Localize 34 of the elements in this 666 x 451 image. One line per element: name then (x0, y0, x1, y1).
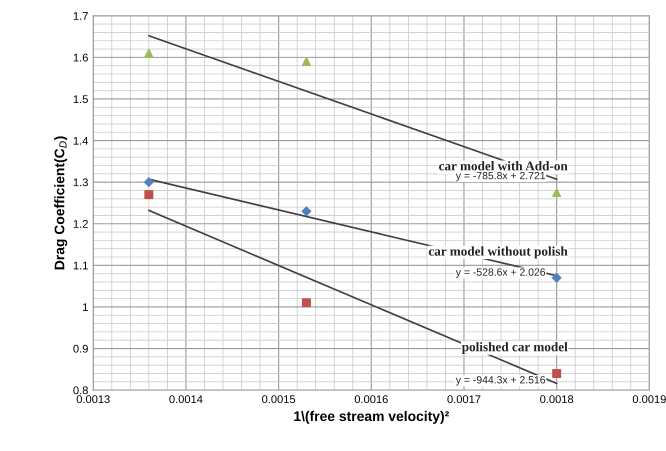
x-tick-label: 0.0013 (76, 395, 110, 404)
annotation: y = -785.8x + 2.721 (456, 172, 546, 182)
x-axis-title: 1\(free stream velocity)² (294, 410, 449, 424)
point (144, 48, 154, 58)
x-tick-label: 0.0015 (262, 395, 296, 404)
y-tick-label: 1.1 (74, 262, 88, 270)
y-tick-label: 1.3 (74, 178, 88, 186)
y-tick-label: 1.4 (74, 136, 88, 145)
x-tick-label: 0.0014 (169, 395, 203, 404)
point (552, 188, 562, 198)
series-label: car model with Add-on (439, 161, 568, 170)
annotation: y = -944.3x + 2.516 (456, 376, 546, 386)
y-tick-label: 0.9 (73, 344, 88, 353)
point (302, 57, 311, 66)
series-label: polished car model (462, 342, 568, 354)
point (302, 298, 311, 308)
point (144, 190, 154, 200)
x-tick-label: 0.0018 (540, 395, 574, 404)
y-axis-title: Drag Coefficient(C$_{D}$) (54, 136, 68, 270)
y-tick-label: 1.6 (74, 54, 88, 62)
point (144, 177, 154, 188)
annotation: y = -528.6x + 2.026 (456, 268, 546, 278)
y-tick-label: 1.7 (74, 12, 88, 20)
series-label: car model without polish (428, 246, 568, 258)
x-tick-label: 0.0016 (354, 395, 388, 404)
x-tick-label: 0.0019 (632, 395, 666, 404)
point (302, 206, 312, 216)
y-tick-label: 1.2 (74, 220, 88, 228)
y-tick-label: 1.5 (74, 95, 88, 104)
x-tick-label: 0.0017 (447, 395, 480, 404)
y-tick-label: 0.8 (73, 386, 88, 394)
point (552, 272, 562, 283)
point (552, 368, 562, 378)
y-tick-label: 1 (83, 303, 88, 311)
